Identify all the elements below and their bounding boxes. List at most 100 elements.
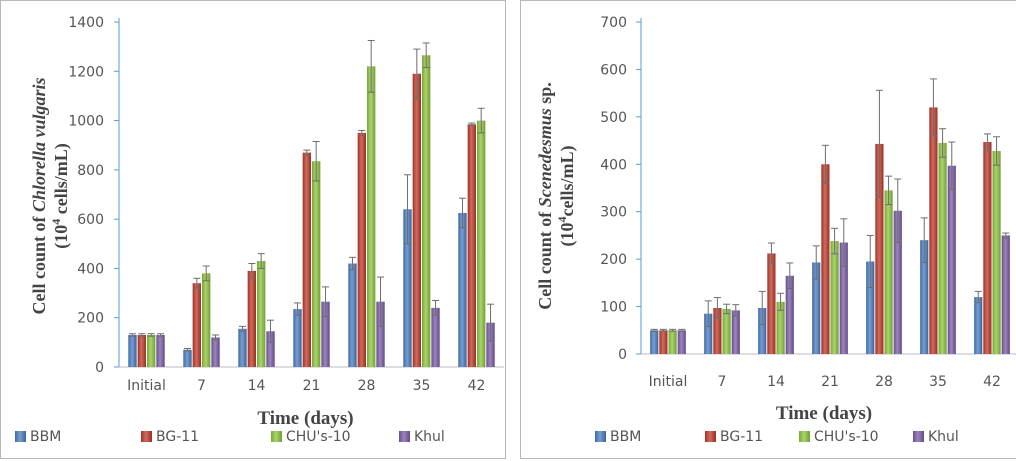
legend-label: BBM [610, 429, 641, 445]
bar-bbm [758, 307, 767, 354]
bar-bbm [704, 313, 713, 354]
bar-bg-11 [192, 283, 201, 367]
x-tick-label: 14 [248, 378, 266, 394]
legend-swatch [913, 431, 924, 442]
bar-bbm [403, 209, 412, 367]
y-axis-title-line1: Cell count of Chlorella vulgaris [29, 77, 49, 314]
legend-label: BG-11 [720, 429, 763, 445]
bar-bbm [974, 297, 983, 354]
y-tick-label: 1000 [68, 114, 104, 130]
bar-khul [785, 275, 794, 354]
bar-khul [431, 307, 440, 367]
y-axis-title: Cell count of Chlorella vulgaris(104 cel… [29, 77, 72, 314]
bar-bg-11 [821, 164, 830, 354]
legend-swatch [595, 431, 606, 442]
legend-label: CHU's-10 [814, 429, 879, 445]
y-axis-title-part: Chlorella vulgaris [29, 77, 49, 212]
legend-swatch [399, 431, 410, 442]
bar-chu-s-10 [938, 142, 947, 354]
bar-bg-11 [713, 307, 722, 354]
x-tick-label: 14 [767, 374, 785, 390]
x-tick-label: 21 [303, 378, 321, 394]
bar-khul [156, 334, 165, 367]
legend-swatch [705, 431, 716, 442]
bar-bbm [293, 309, 302, 367]
bar-chu-s-10 [830, 241, 839, 354]
bar-khul [376, 301, 385, 367]
y-axis-title-line1: Cell count of Scenedesmus sp. [535, 82, 555, 310]
bar-chu-s-10 [202, 273, 211, 367]
y-axis-title-line2: (104cells/mL) [555, 146, 578, 247]
bar-chu-s-10 [477, 120, 486, 367]
x-tick-label: 28 [875, 374, 893, 390]
y-tick-label: 100 [600, 300, 627, 316]
bar-bg-11 [467, 124, 476, 368]
legend-swatch [141, 431, 152, 442]
bar-bbm [650, 330, 659, 354]
bar-khul [321, 301, 330, 367]
bar-khul [947, 165, 956, 354]
bar-chu-s-10 [992, 151, 1001, 354]
bar-bg-11 [767, 253, 776, 354]
bar-chu-s-10 [422, 55, 431, 368]
x-axis-title: Time (days) [257, 408, 353, 429]
y-tick-label: 1400 [68, 15, 104, 31]
x-tick-label: 7 [718, 374, 727, 390]
bar-bbm [920, 240, 929, 354]
x-tick-label: Initial [127, 378, 166, 394]
x-tick-label: 28 [358, 378, 376, 394]
legend-swatch [271, 431, 282, 442]
bar-khul [486, 322, 495, 367]
bar-chu-s-10 [367, 66, 376, 367]
bar-chu-s-10 [668, 330, 677, 354]
bar-chu-s-10 [147, 334, 156, 367]
chart-chlorella: 0 200 400 600 800 1000 1200 1400 Initial 7 14 21 28 3… [15, 15, 504, 445]
x-tick-label: 42 [983, 374, 1001, 390]
legend-label: Khul [414, 429, 445, 445]
y-tick-label: 300 [600, 205, 627, 221]
y-tick-label: 400 [77, 261, 104, 277]
y-axis-title-part: Scenedesmus [535, 108, 555, 207]
y-tick-label: 400 [600, 157, 627, 173]
bar-bg-11 [875, 143, 884, 354]
y-tick-label: 800 [77, 163, 104, 179]
y-tick-label: 0 [95, 360, 104, 376]
legend-swatch [15, 431, 26, 442]
y-tick-label: 200 [77, 311, 104, 327]
bar-bg-11 [412, 73, 421, 367]
bar-chu-s-10 [884, 190, 893, 354]
chart-panel-scenedesmus: 0 100 200 300 400 500 600 700 Initial 7 14 21 28 35 42… [520, 0, 1016, 459]
bar-bbm [183, 349, 192, 367]
y-axis-title-part: (10 [557, 222, 578, 246]
y-tick-label: 0 [618, 347, 627, 363]
x-tick-label: 42 [468, 378, 486, 394]
legend-label: BBM [30, 429, 61, 445]
bar-bg-11 [659, 330, 668, 354]
y-axis-title: Cell count of Scenedesmus sp.(104cells/m… [535, 82, 578, 310]
bar-khul [677, 330, 686, 354]
bar-bbm [348, 263, 357, 367]
chart-panel-chlorella: 0 200 400 600 800 1000 1200 1400 Initial 7 14 21 28 3… [0, 0, 506, 459]
legend-label: Khul [928, 429, 959, 445]
x-axis-title: Time (days) [776, 403, 872, 424]
y-tick-label: 600 [600, 62, 627, 78]
bar-khul [893, 210, 902, 354]
y-axis-title-line2: (104 cells/mL) [49, 143, 72, 248]
x-tick-label: 35 [413, 378, 431, 394]
bar-bg-11 [929, 107, 938, 354]
bar-khul [266, 331, 275, 367]
bar-bg-11 [357, 132, 366, 367]
y-tick-label: 1200 [68, 64, 104, 80]
y-axis-title-part: sp. [535, 82, 555, 108]
y-tick-label: 700 [600, 15, 627, 31]
x-tick-label: 7 [197, 378, 206, 394]
y-axis-title-part: (10 [51, 225, 72, 249]
bar-bbm [812, 262, 821, 354]
x-tick-label: 35 [929, 374, 947, 390]
bar-bg-11 [137, 334, 146, 367]
y-axis-title-part: cells/mL) [557, 146, 578, 217]
y-tick-label: 200 [600, 252, 627, 268]
legend-swatch [799, 431, 810, 442]
bar-chu-s-10 [257, 261, 266, 367]
bar-khul [1001, 235, 1010, 354]
